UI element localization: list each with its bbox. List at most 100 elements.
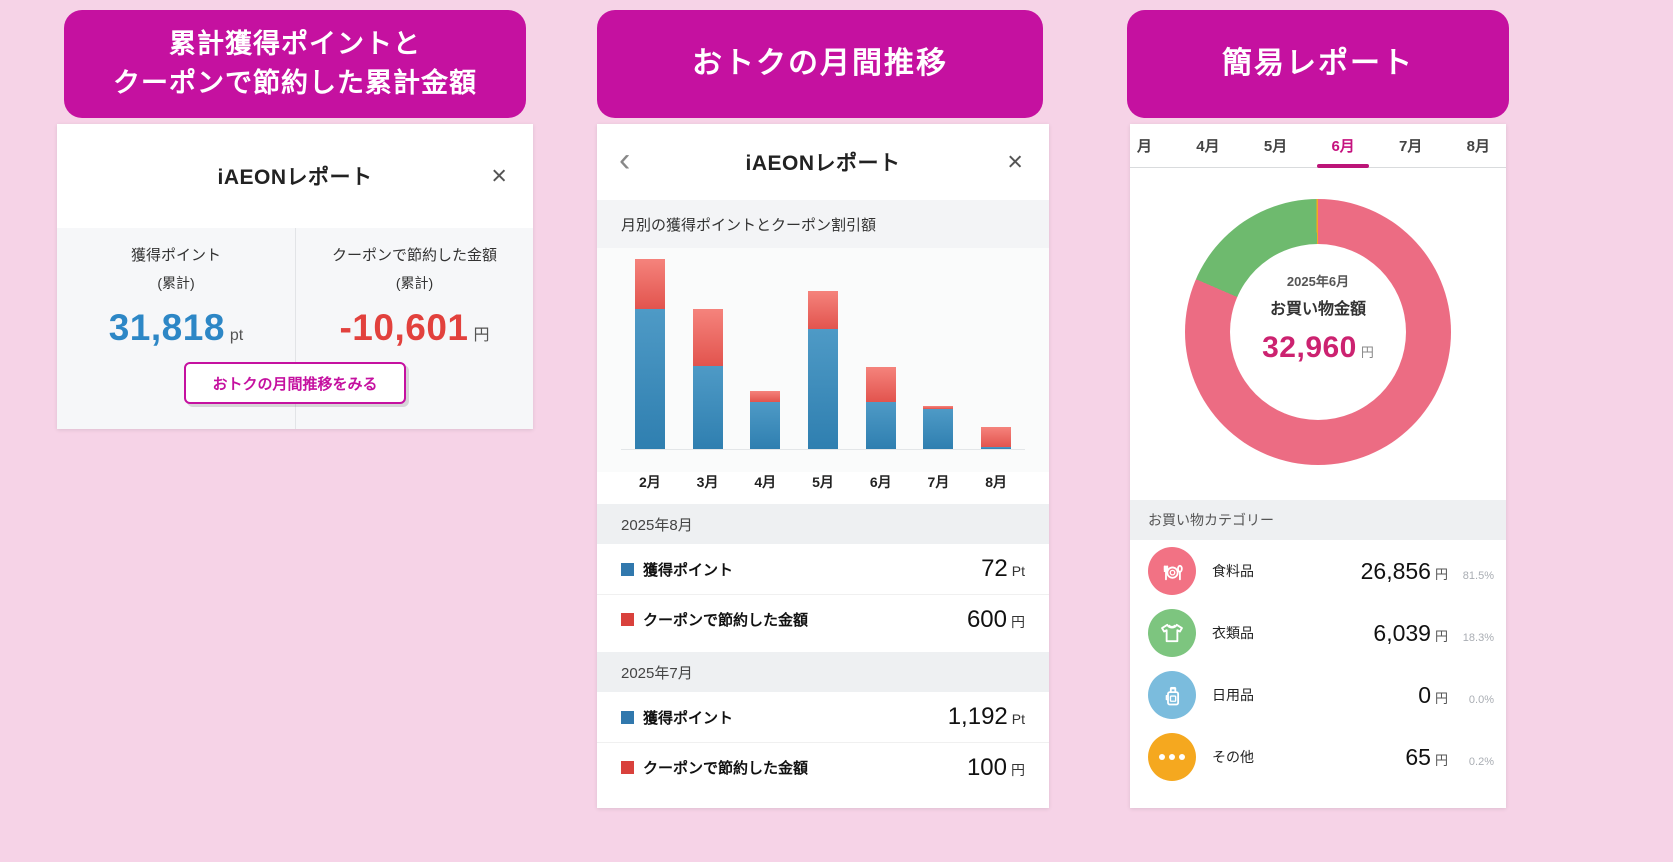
- section-row: 獲得ポイント 72 Pt: [597, 544, 1049, 594]
- section-row: クーポンで節約した金額 600 円: [597, 594, 1049, 644]
- close-icon[interactable]: ×: [1007, 146, 1023, 177]
- category-percent: 0.0%: [1468, 693, 1494, 706]
- coupon-stat-value: -10,601: [339, 307, 469, 348]
- bar-coupon-segment: [692, 309, 723, 366]
- category-list: 食料品 26,856 円 81.5% 衣類品 6,039 円 18.3% 日用品 0 円 0.0% その…: [1130, 540, 1506, 788]
- points-stat-unit: pt: [229, 327, 244, 344]
- close-icon[interactable]: ×: [491, 160, 507, 191]
- bar-points-segment: [750, 402, 781, 449]
- category-row: 日用品 0 円 0.0%: [1130, 664, 1506, 726]
- bar-points-segment: [692, 366, 723, 449]
- summary-card-header: iAEONレポート ×: [57, 124, 533, 228]
- coupon-stat-sublabel: (累計): [395, 275, 434, 291]
- donut-center-value: 32,960: [1262, 331, 1357, 364]
- coupon-stat-label: クーポンで節約した金額: [331, 247, 497, 264]
- category-name: 食料品: [1212, 563, 1254, 579]
- section-row: 獲得ポイント 1,192 Pt: [597, 692, 1049, 742]
- category-value-wrap: 26,856 円 81.5%: [1361, 558, 1494, 585]
- category-value-wrap: 6,039 円 18.3%: [1373, 620, 1494, 647]
- coupon-stat: クーポンで節約した金額 (累計) -10,601 円: [295, 228, 533, 429]
- tab-7月[interactable]: 7月: [1399, 138, 1423, 155]
- category-percent: 81.5%: [1462, 569, 1494, 582]
- bar-coupon-segment: [808, 291, 839, 329]
- month-label-6月: 6月: [869, 474, 892, 490]
- points-stat-label: 獲得ポイント: [130, 247, 221, 264]
- bar-4月: [736, 391, 794, 449]
- tab-6月[interactable]: 6月: [1317, 124, 1370, 168]
- row-value: 72: [981, 555, 1008, 582]
- tshirt-icon: [1148, 609, 1196, 657]
- category-value: 0: [1418, 681, 1431, 708]
- section-row: クーポンで節約した金額 100 円: [597, 742, 1049, 792]
- simple-report-card: 月 4月 5月 6月 7月 8月 2025年6月 お買い物金額 32,960 円 お買い物カ…: [1130, 124, 1506, 808]
- category-value-wrap: 65 円 0.2%: [1405, 744, 1494, 771]
- tab-8月[interactable]: 8月: [1466, 138, 1490, 155]
- left-banner: 累計獲得ポイントと クーポンで節約した累計金額: [64, 10, 526, 118]
- monthly-trend-button[interactable]: おトクの月間推移をみる: [184, 362, 406, 404]
- tab-5月[interactable]: 5月: [1263, 138, 1288, 155]
- bar-7月: [910, 406, 968, 449]
- left-banner-line2: クーポンで節約した累計金額: [113, 68, 477, 98]
- month-label-7月: 7月: [927, 474, 950, 490]
- tab-月[interactable]: 月: [1137, 138, 1153, 155]
- spending-donut-chart: 2025年6月 お買い物金額 32,960 円: [1185, 199, 1451, 465]
- category-name: 日用品: [1212, 687, 1254, 703]
- category-value: 65: [1405, 743, 1431, 770]
- legend-square-icon: [621, 613, 634, 626]
- category-percent: 0.2%: [1468, 755, 1494, 768]
- month-label-2月: 2月: [638, 474, 661, 490]
- category-unit: 円: [1434, 690, 1448, 706]
- donut-center-value-row: 32,960 円: [1262, 331, 1374, 365]
- category-percent: 18.3%: [1462, 631, 1494, 644]
- summary-report-card: iAEONレポート × 獲得ポイント (累計) 31,818 pt クーポンで節約…: [57, 124, 533, 429]
- section-gap: [597, 644, 1049, 652]
- section-month-header: 2025年8月: [597, 504, 1049, 544]
- right-banner-text: 簡易レポート: [1222, 47, 1414, 81]
- bar-3月: [679, 309, 737, 449]
- active-tab-underline: [1317, 164, 1370, 168]
- trend-card-header: ‹ iAEONレポート ×: [597, 124, 1049, 200]
- category-row: 食料品 26,856 円 81.5%: [1130, 540, 1506, 602]
- back-chevron-icon[interactable]: ‹: [619, 140, 631, 179]
- row-unit: 円: [1011, 613, 1025, 630]
- category-section-header: お買い物カテゴリー: [1130, 500, 1506, 540]
- detergent-icon: [1148, 671, 1196, 719]
- row-unit: Pt: [1011, 563, 1025, 579]
- right-banner: 簡易レポート: [1127, 10, 1509, 118]
- donut-center-label: お買い物金額: [1269, 301, 1366, 318]
- month-label-8月: 8月: [985, 474, 1008, 490]
- row-label: 獲得ポイント: [643, 561, 734, 579]
- section-month-header: 2025年7月: [597, 652, 1049, 692]
- bar-points-segment: [634, 309, 665, 449]
- month-label-5月: 5月: [812, 474, 834, 490]
- row-label: クーポンで節約した金額: [643, 760, 809, 777]
- month-label-3月: 3月: [696, 474, 719, 490]
- bar-points-segment: [981, 447, 1012, 449]
- donut-center-month: 2025年6月: [1286, 274, 1350, 289]
- bar-points-segment: [923, 409, 954, 449]
- bar-6月: [852, 367, 910, 449]
- row-value-wrap: 100 円: [967, 754, 1025, 782]
- bar-coupon-segment: [634, 259, 665, 309]
- tab-4月[interactable]: 4月: [1196, 138, 1220, 155]
- trend-card-title: iAEONレポート: [745, 152, 901, 175]
- bar-points-segment: [808, 329, 839, 449]
- bar-chart-month-labels: 2月 3月 4月 5月 6月 7月 8月: [621, 472, 1025, 492]
- row-value: 600: [966, 605, 1007, 633]
- stacked-bar-chart: [597, 248, 1049, 472]
- coupon-stat-value-row: -10,601 円: [296, 307, 533, 349]
- row-value-wrap: 600 円: [967, 606, 1025, 634]
- month-tab-bar: 月 4月 5月 6月 7月 8月: [1130, 124, 1506, 168]
- category-value: 26,856: [1360, 557, 1431, 584]
- row-value: 100: [966, 753, 1007, 781]
- donut-center: 2025年6月 お買い物金額 32,960 円: [1230, 244, 1406, 420]
- points-stat-sublabel: (累計): [157, 275, 195, 291]
- month-label-4月: 4月: [754, 474, 777, 490]
- legend-square-icon: [621, 710, 634, 724]
- dining-icon: [1148, 547, 1196, 595]
- monthly-trend-card: ‹ iAEONレポート × 月別の獲得ポイントとクーポン割引額 2月 3月 4月 5月…: [597, 124, 1049, 808]
- category-unit: 円: [1434, 566, 1448, 582]
- category-row: 衣類品 6,039 円 18.3%: [1130, 602, 1506, 664]
- monthly-detail-sections: 2025年8月 獲得ポイント 72 Pt クーポンで節約した金額 600 円 2025年7月獲…: [597, 504, 1049, 792]
